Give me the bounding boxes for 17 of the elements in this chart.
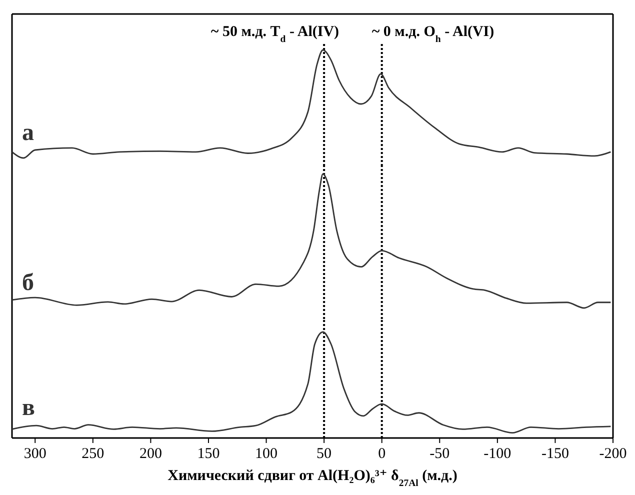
- x-tick-label: 200: [139, 446, 162, 462]
- x-tick-label: 100: [255, 446, 278, 462]
- series-label: в: [22, 395, 35, 421]
- x-tick-label: -100: [484, 446, 512, 462]
- x-tick-label: -200: [599, 446, 627, 462]
- x-axis-title: Химический сдвиг от Al(H₂O)₆³⁺ δ$_{27Al}$ (м.д.): [168, 468, 458, 488]
- x-tick-label: -50: [430, 446, 450, 462]
- series-label: б: [22, 270, 34, 296]
- x-tick-label: 0: [378, 446, 386, 462]
- x-tick-label: -150: [541, 446, 569, 462]
- x-tick-label: 50: [316, 446, 332, 462]
- ref-line-label: ~ 0 м.д. O$_{h}$ - Al(VI): [372, 24, 494, 44]
- x-tick-label: 300: [24, 446, 46, 462]
- x-tick-label: 250: [82, 446, 104, 462]
- series-label: а: [22, 120, 34, 146]
- x-tick-label: 150: [197, 446, 220, 462]
- ref-line-label: ~ 50 м.д. T$_{d}$ - Al(IV): [210, 24, 340, 44]
